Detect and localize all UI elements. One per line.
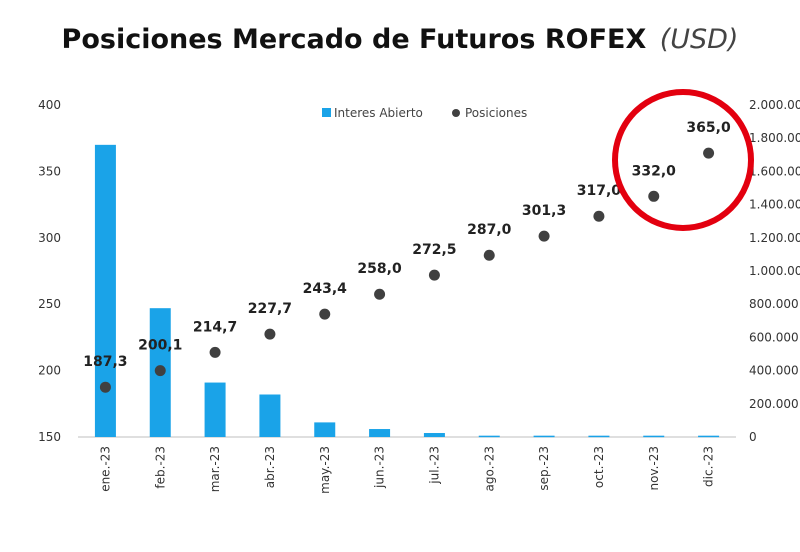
data-label: 272,5 <box>412 242 456 258</box>
scatter-point <box>593 210 605 222</box>
data-label: 365,0 <box>686 120 731 136</box>
y-right-tick-label: 200.000 <box>749 397 799 411</box>
highlight-circle <box>612 89 754 231</box>
data-label: 227,7 <box>248 301 292 317</box>
chart-title-text: Posiciones Mercado de Futuros ROFEX <box>61 24 647 55</box>
data-label: 214,7 <box>193 319 237 335</box>
data-label: 317,0 <box>577 183 622 199</box>
y-right-tick-label: 1.400.000 <box>749 198 800 212</box>
y-right-tick-label: 1.000.000 <box>749 264 800 278</box>
bar <box>588 435 610 438</box>
y-right-tick-label: 1.600.000 <box>749 164 800 178</box>
bar <box>259 394 281 437</box>
scatter-point <box>648 190 660 202</box>
x-tick-label: mar.-23 <box>208 446 222 492</box>
y-right-tick-label: 400.000 <box>749 364 799 378</box>
x-tick-label: may.-23 <box>318 446 332 494</box>
y-right-tick-label: 600.000 <box>749 330 799 344</box>
y-right-tick-label: 0 <box>749 430 757 444</box>
data-label: 200,1 <box>138 338 182 354</box>
scatter-point <box>703 147 715 159</box>
scatter-point <box>99 381 111 393</box>
bar <box>314 422 336 437</box>
scatter-point <box>374 288 386 300</box>
scatter-point <box>209 346 221 358</box>
bar <box>369 429 391 437</box>
legend-swatch-point <box>452 109 460 117</box>
scatter-point <box>538 230 550 242</box>
x-tick-label: ene.-23 <box>98 446 112 492</box>
scatter-point <box>264 328 276 340</box>
chart-title-unit: (USD) <box>659 24 739 55</box>
bar <box>643 435 665 438</box>
data-label: 301,3 <box>522 203 566 219</box>
y-left-tick-label: 300 <box>38 231 61 245</box>
x-tick-label: dic.-23 <box>702 446 716 487</box>
scatter-point <box>319 308 331 320</box>
y-left-tick-label: 350 <box>38 164 61 178</box>
legend-label: Posiciones <box>465 106 527 120</box>
bar <box>698 435 720 438</box>
bar <box>478 435 500 438</box>
legend: Interes Abierto Posiciones <box>322 106 527 120</box>
data-label: 187,3 <box>83 354 127 370</box>
bar <box>204 382 226 437</box>
scatter-point <box>154 365 166 377</box>
y-left-tick-label: 150 <box>38 430 61 444</box>
x-tick-label: jul.-23 <box>427 446 441 485</box>
scatter-point <box>483 249 495 261</box>
bar <box>533 435 555 438</box>
x-tick-label: nov.-23 <box>647 446 661 491</box>
scatter-point <box>428 269 440 281</box>
chart-title: Posiciones Mercado de Futuros ROFEX (USD… <box>0 24 800 55</box>
y-right-tick-label: 1.200.000 <box>749 231 800 245</box>
x-tick-label: ago.-23 <box>482 446 496 492</box>
y-right-tick-label: 1.800.000 <box>749 131 800 145</box>
x-tick-label: oct.-23 <box>592 446 606 488</box>
legend-swatch-bar <box>322 108 331 117</box>
y-left-tick-label: 400 <box>38 98 61 112</box>
x-tick-label: sep.-23 <box>537 446 551 491</box>
legend-label: Interes Abierto <box>334 106 423 120</box>
data-label: 243,4 <box>303 281 348 297</box>
x-tick-label: abr.-23 <box>263 446 277 488</box>
data-label: 332,0 <box>632 163 677 179</box>
y-left-tick-label: 250 <box>38 297 61 311</box>
x-tick-label: feb.-23 <box>153 446 167 489</box>
y-left-tick-label: 200 <box>38 364 61 378</box>
data-label: 258,0 <box>357 261 402 277</box>
x-tick-label: jun.-23 <box>373 446 387 489</box>
data-label: 287,0 <box>467 222 512 238</box>
y-right-tick-label: 800.000 <box>749 297 799 311</box>
bar <box>94 144 116 437</box>
y-right-tick-label: 2.000.000 <box>749 98 800 112</box>
bar <box>423 433 445 437</box>
